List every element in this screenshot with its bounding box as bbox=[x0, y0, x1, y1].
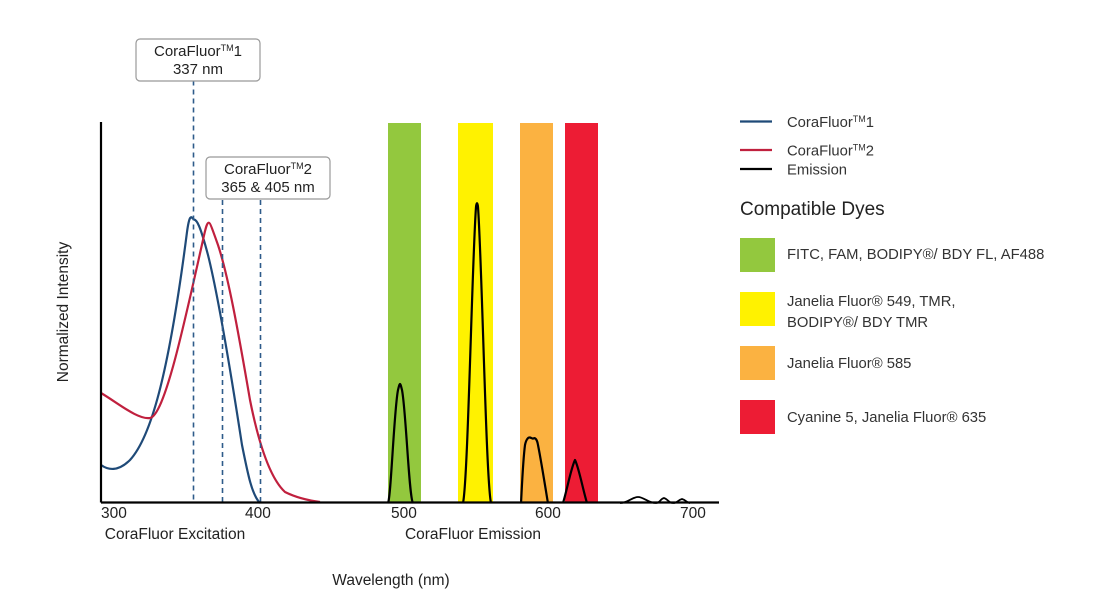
svg-text:337 nm: 337 nm bbox=[173, 61, 223, 78]
svg-text:FITC, FAM, BODIPY®/ BDY FL, AF: FITC, FAM, BODIPY®/ BDY FL, AF488 bbox=[787, 247, 1044, 263]
svg-text:300: 300 bbox=[101, 505, 127, 522]
svg-text:BODIPY®/ BDY TMR: BODIPY®/ BDY TMR bbox=[787, 315, 928, 331]
svg-text:700: 700 bbox=[680, 505, 706, 522]
svg-text:CoraFluorTM1: CoraFluorTM1 bbox=[787, 114, 874, 131]
svg-text:Compatible Dyes: Compatible Dyes bbox=[740, 199, 885, 220]
svg-text:CoraFluor Emission: CoraFluor Emission bbox=[405, 526, 541, 543]
svg-text:365 & 405 nm: 365 & 405 nm bbox=[221, 179, 314, 196]
svg-text:CoraFluor Excitation: CoraFluor Excitation bbox=[105, 526, 245, 543]
svg-text:500: 500 bbox=[391, 505, 417, 522]
svg-text:Wavelength (nm): Wavelength (nm) bbox=[332, 572, 449, 589]
svg-text:600: 600 bbox=[535, 505, 561, 522]
svg-text:Cyanine 5, Janelia Fluor® 635: Cyanine 5, Janelia Fluor® 635 bbox=[787, 410, 986, 426]
svg-text:Janelia Fluor® 585: Janelia Fluor® 585 bbox=[787, 356, 911, 372]
svg-text:400: 400 bbox=[245, 505, 271, 522]
svg-text:Emission: Emission bbox=[787, 163, 847, 179]
svg-text:Janelia Fluor® 549, TMR,: Janelia Fluor® 549, TMR, bbox=[787, 294, 956, 310]
svg-text:CoraFluorTM2: CoraFluorTM2 bbox=[787, 143, 874, 160]
svg-text:Normalized Intensity: Normalized Intensity bbox=[55, 242, 72, 383]
